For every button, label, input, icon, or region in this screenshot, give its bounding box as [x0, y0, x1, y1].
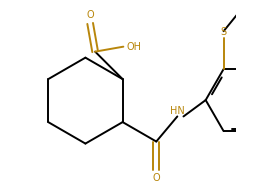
Text: O: O — [86, 10, 94, 20]
Text: S: S — [221, 27, 227, 37]
Text: O: O — [152, 173, 160, 183]
Text: HN: HN — [170, 106, 185, 116]
Text: OH: OH — [126, 42, 142, 52]
